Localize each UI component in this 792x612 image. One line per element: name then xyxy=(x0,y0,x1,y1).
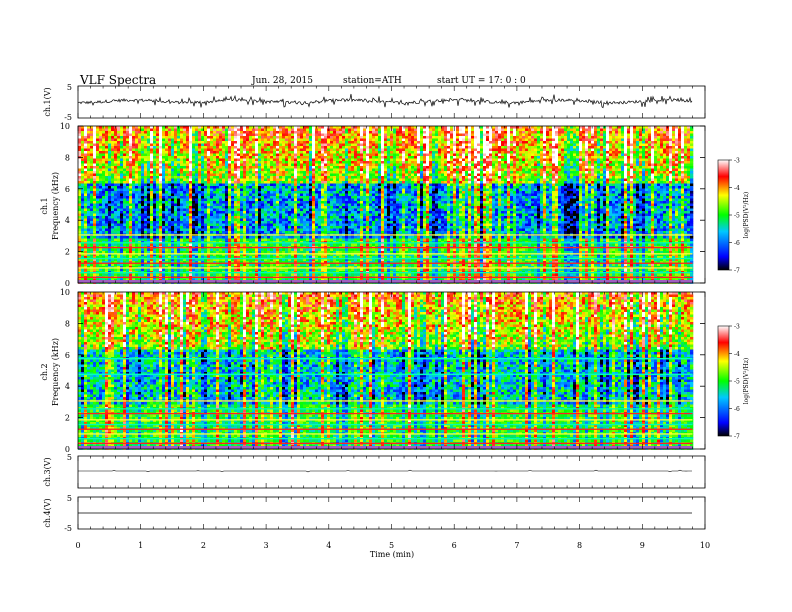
colorbar-tick-label: -5 xyxy=(734,379,740,386)
ch2-colorbar: -3 -4 -5 -6 -7 log(PSD(V²/Hz) xyxy=(718,324,750,441)
spectrogram-ytick-label: 4 xyxy=(65,382,70,391)
spectrogram-ytick-label: 8 xyxy=(65,319,70,328)
colorbar-tick-label: -4 xyxy=(734,351,740,358)
time-tick-label: 3 xyxy=(264,541,269,550)
ch4-ytick-top: 5 xyxy=(67,494,72,503)
ch3-ytick-top: 5 xyxy=(67,453,72,462)
ch1-colorbar-label: log(PSD(V²/Hz) xyxy=(743,192,750,239)
ch2-ylabel-frequency: Frequency (kHz) xyxy=(51,338,60,406)
ch4-ytick-bottom: -5 xyxy=(64,524,72,533)
ch3-waveform-trace xyxy=(78,470,692,472)
ch3-ylabel: ch.3(V) xyxy=(43,457,52,486)
time-tick-label: 1 xyxy=(138,541,143,550)
spectrogram-ytick-label: 2 xyxy=(65,248,70,257)
spectrogram-ytick-label: 6 xyxy=(65,185,70,194)
time-tick-label: 5 xyxy=(389,541,394,550)
spectrogram-ytick-label: 0 xyxy=(65,279,70,288)
ch1-ylabel: ch.1(V) xyxy=(43,87,52,116)
ch1-colorbar: -3 -4 -5 -6 -7 log(PSD(V²/Hz) xyxy=(718,158,750,275)
spectrogram-ytick-label: 8 xyxy=(65,153,70,162)
ch2-ylabel-channel: ch.2 xyxy=(40,363,49,380)
ch4-ylabel: ch.4(V) xyxy=(43,498,52,527)
ch2-spectrogram-cells xyxy=(78,292,693,450)
ch1-ytick-top: 5 xyxy=(67,83,72,92)
ch1-waveform-panel: 5 -5 ch.1(V) xyxy=(43,83,705,122)
time-axis-label: Time (min) xyxy=(370,550,414,559)
spectrogram-ytick-label: 10 xyxy=(60,122,70,131)
colorbar-tick-label: -7 xyxy=(734,434,740,441)
spectrogram-ytick-label: 2 xyxy=(65,414,70,423)
time-tick-label: 10 xyxy=(700,541,710,550)
time-tick-label: 7 xyxy=(514,541,519,550)
spectrogram-ytick-label: 10 xyxy=(60,288,70,297)
time-tick-label: 0 xyxy=(75,541,80,550)
spectrogram-ytick-label: 4 xyxy=(65,216,70,225)
ch1-spectrogram-panel: ch.1 Frequency (kHz) 0 2 4 6 8 10 xyxy=(40,122,705,288)
time-tick-label: 8 xyxy=(577,541,582,550)
time-tick-label: 4 xyxy=(326,541,331,550)
ch1-ylabel-channel: ch.1 xyxy=(40,197,49,214)
colorbar-tick-label: -4 xyxy=(734,185,740,192)
colorbar-tick-label: -3 xyxy=(734,324,740,331)
colorbar-tick-label: -7 xyxy=(734,268,740,275)
spectrogram-ytick-label: 6 xyxy=(65,351,70,360)
colorbar-tick-label: -6 xyxy=(734,240,740,247)
colorbar-tick-label: -6 xyxy=(734,406,740,413)
ch1-ytick-bottom: -5 xyxy=(64,113,72,122)
time-tick-label: 6 xyxy=(452,541,457,550)
ch4-waveform-panel: 5 -5 ch.4(V) xyxy=(43,494,705,533)
time-tick-label: 9 xyxy=(640,541,645,550)
ch1-waveform-trace xyxy=(78,94,692,108)
time-tick-label: 2 xyxy=(201,541,206,550)
ch1-spectrogram-cells xyxy=(78,126,693,284)
colorbar-tick-label: -3 xyxy=(734,158,740,165)
ch3-waveform-panel: 5 ch.3(V) xyxy=(43,453,705,488)
ch2-colorbar-label: log(PSD(V²/Hz) xyxy=(743,358,750,405)
ch1-ylabel-frequency: Frequency (kHz) xyxy=(51,172,60,240)
colorbar-tick-label: -5 xyxy=(734,213,740,220)
